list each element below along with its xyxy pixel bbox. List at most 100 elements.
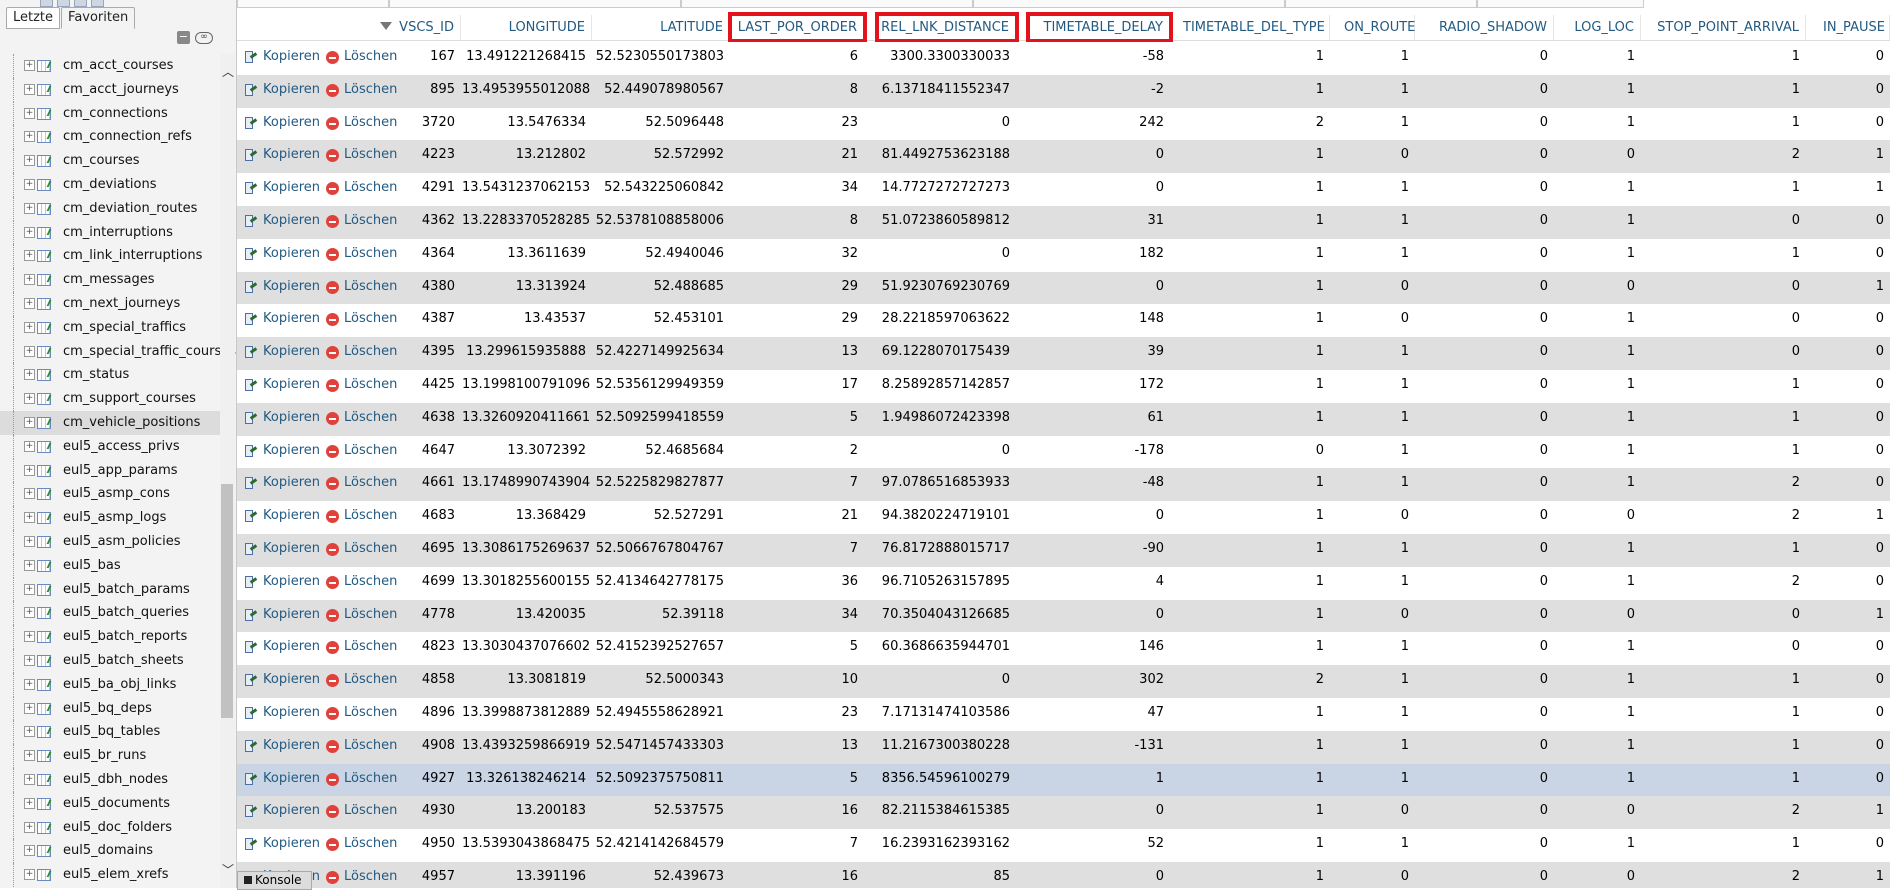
delete-icon[interactable] <box>326 510 339 524</box>
sidebar-item-label[interactable]: cm_support_courses <box>63 391 196 407</box>
sidebar-item-label[interactable]: cm_special_traffic_courses <box>63 343 237 359</box>
delete-link[interactable]: Löschen <box>344 869 398 884</box>
cell-on-route[interactable]: 1 <box>1400 836 1409 852</box>
cell-in-pause[interactable]: 0 <box>1875 639 1884 655</box>
column-header-latitude[interactable]: LATITUDE <box>593 15 730 40</box>
copy-link[interactable]: Kopieren <box>263 377 320 392</box>
sidebar-item-label[interactable]: eul5_documents <box>63 795 170 811</box>
cell-on-route[interactable]: 1 <box>1400 442 1409 458</box>
cell-log-loc[interactable]: 1 <box>1626 311 1635 327</box>
copy-link[interactable]: Kopieren <box>263 114 320 130</box>
cell-latitude[interactable]: 52.5356129949359 <box>595 377 724 392</box>
cell-longitude[interactable]: 13.491221268415 <box>466 49 586 64</box>
table-row[interactable]: Kopieren Löschen 4683 13.368429 52.527291 21 9… <box>237 501 1890 535</box>
delete-link[interactable]: Löschen <box>344 705 398 720</box>
copy-link[interactable]: Kopieren <box>263 508 320 524</box>
delete-icon[interactable] <box>326 149 339 163</box>
table-row[interactable]: Kopieren Löschen 4395 13.299615935888 52.422… <box>237 337 1890 371</box>
copy-link[interactable]: Kopieren <box>263 836 320 852</box>
cell-latitude[interactable]: 52.5092599418559 <box>595 409 724 425</box>
copy-link[interactable]: Kopieren <box>263 770 320 786</box>
expand-icon[interactable]: + <box>24 440 35 452</box>
cell-timetable-del-type[interactable]: 1 <box>1315 803 1324 819</box>
sidebar-item-eul5_access_privs[interactable]: + eul5_access_privs <box>0 434 220 459</box>
copy-icon[interactable] <box>245 378 257 391</box>
delete-link[interactable]: Löschen <box>344 311 398 327</box>
table-row[interactable]: Kopieren Löschen 4362 13.2283370528285 52.53… <box>237 206 1890 239</box>
cell-last-por-order[interactable]: 6 <box>849 49 858 64</box>
cell-rel-lnk-distance[interactable]: 8356.54596100279 <box>881 770 1010 786</box>
tab-favorites[interactable]: Favoriten <box>61 7 136 29</box>
cell-timetable-delay[interactable]: 0 <box>1155 803 1164 819</box>
column-header-timetable-del-type[interactable]: TIMETABLE_DEL_TYPE <box>1183 15 1330 40</box>
cell-radio-shadow[interactable]: 0 <box>1539 639 1548 655</box>
cell-on-route[interactable]: 1 <box>1400 475 1409 491</box>
cell-rel-lnk-distance[interactable]: 28.2218597063622 <box>881 311 1010 327</box>
cell-timetable-del-type[interactable]: 1 <box>1315 705 1324 720</box>
sidebar-item-label[interactable]: cm_status <box>63 367 130 383</box>
sidebar-item-label[interactable]: cm_interruptions <box>63 224 173 240</box>
copy-link[interactable]: Kopieren <box>263 278 320 294</box>
cell-longitude[interactable]: 13.3260920411661 <box>462 409 591 425</box>
cell-in-pause[interactable]: 0 <box>1875 245 1884 261</box>
copy-link[interactable]: Kopieren <box>263 344 320 360</box>
cell-in-pause[interactable]: 0 <box>1875 442 1884 458</box>
cell-rel-lnk-distance[interactable]: 51.9230769230769 <box>881 278 1010 294</box>
cell-vscs-id[interactable]: 4425 <box>421 377 455 392</box>
expand-icon[interactable]: + <box>24 726 35 738</box>
sidebar-item-label[interactable]: eul5_asmp_logs <box>63 510 167 526</box>
cell-latitude[interactable]: 52.4152392527657 <box>595 639 724 655</box>
cell-timetable-del-type[interactable]: 1 <box>1315 770 1324 786</box>
cell-rel-lnk-distance[interactable]: 3300.3300330033 <box>890 49 1010 64</box>
cell-last-por-order[interactable]: 13 <box>841 344 858 360</box>
delete-link[interactable]: Löschen <box>344 81 398 97</box>
cell-timetable-delay[interactable]: 148 <box>1139 311 1164 327</box>
delete-link[interactable]: Löschen <box>344 541 398 556</box>
cell-radio-shadow[interactable]: 0 <box>1539 541 1548 556</box>
sidebar-item-eul5_elem_xrefs[interactable]: + eul5_elem_xrefs <box>0 863 220 887</box>
copy-link[interactable]: Kopieren <box>263 81 320 97</box>
cell-radio-shadow[interactable]: 0 <box>1539 442 1548 458</box>
cell-timetable-del-type[interactable]: 1 <box>1315 213 1324 228</box>
expand-icon[interactable]: + <box>24 369 35 381</box>
cell-vscs-id[interactable]: 4364 <box>421 245 455 261</box>
scroll-down-icon[interactable]: ﹀ <box>222 863 235 877</box>
copy-link[interactable]: Kopieren <box>263 442 320 458</box>
cell-stop-point-arrival[interactable]: 0 <box>1791 278 1800 294</box>
column-header-rel-lnk-distance[interactable]: REL_LNK_DISTANCE <box>875 12 1019 43</box>
copy-icon[interactable] <box>245 312 257 326</box>
cell-on-route[interactable]: 0 <box>1400 803 1409 819</box>
cell-last-por-order[interactable]: 2 <box>849 442 858 458</box>
cell-stop-point-arrival[interactable]: 2 <box>1791 475 1800 491</box>
copy-icon[interactable] <box>245 673 257 687</box>
cell-timetable-delay[interactable]: 182 <box>1139 245 1164 261</box>
cell-on-route[interactable]: 1 <box>1400 705 1409 720</box>
expand-icon[interactable]: + <box>24 178 35 190</box>
cell-radio-shadow[interactable]: 0 <box>1539 672 1548 688</box>
expand-icon[interactable]: + <box>24 250 35 262</box>
cell-vscs-id[interactable]: 4950 <box>421 836 455 852</box>
cell-radio-shadow[interactable]: 0 <box>1539 737 1548 753</box>
expand-icon[interactable]: + <box>24 274 35 286</box>
cell-vscs-id[interactable]: 4291 <box>421 180 455 196</box>
table-row[interactable]: Kopieren Löschen 4380 13.313924 52.488685 29 5… <box>237 271 1890 305</box>
table-row[interactable]: Kopieren Löschen 895 13.4953955012088 52.449… <box>237 74 1890 108</box>
cell-in-pause[interactable]: 1 <box>1875 803 1884 819</box>
copy-icon[interactable] <box>245 345 257 359</box>
cell-timetable-del-type[interactable]: 1 <box>1315 344 1324 360</box>
cell-timetable-del-type[interactable]: 1 <box>1315 180 1324 196</box>
copy-link[interactable]: Kopieren <box>263 737 320 753</box>
table-row[interactable]: Kopieren Löschen 4387 13.43537 52.453101 29 28… <box>237 304 1890 338</box>
cell-longitude[interactable]: 13.3086175269637 <box>462 541 591 556</box>
cell-vscs-id[interactable]: 4957 <box>421 869 455 884</box>
delete-link[interactable]: Löschen <box>344 49 398 64</box>
cell-longitude[interactable]: 13.4953955012088 <box>462 81 591 97</box>
cell-on-route[interactable]: 1 <box>1400 639 1409 655</box>
sidebar-item-cm_link_interruptions[interactable]: + cm_link_interruptions <box>0 244 220 269</box>
cell-log-loc[interactable]: 1 <box>1626 344 1635 360</box>
table-row[interactable]: Kopieren Löschen 4927 13.326138246214 52.509… <box>237 763 1890 797</box>
copy-icon[interactable] <box>245 575 257 588</box>
column-header-on-route[interactable]: ON_ROUTE <box>1344 15 1415 40</box>
cell-timetable-delay[interactable]: 0 <box>1155 869 1164 884</box>
cell-in-pause[interactable]: 0 <box>1875 377 1884 392</box>
